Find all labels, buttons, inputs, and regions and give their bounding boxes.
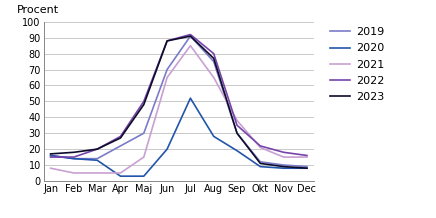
2019 (258, 160, 263, 163)
2020 (141, 175, 146, 177)
2022 (95, 148, 100, 150)
2022 (141, 100, 146, 103)
Text: Procent: Procent (17, 5, 59, 15)
2023 (71, 151, 76, 154)
2023 (281, 165, 286, 168)
2022 (304, 154, 310, 157)
2022 (211, 52, 216, 55)
2023 (304, 167, 310, 170)
2021 (281, 156, 286, 158)
2019 (211, 60, 216, 63)
2022 (71, 156, 76, 158)
2021 (141, 156, 146, 158)
2023 (48, 153, 53, 155)
2021 (304, 156, 310, 158)
2019 (188, 35, 193, 37)
2019 (164, 68, 170, 71)
2020 (235, 149, 240, 152)
2022 (281, 151, 286, 154)
Line: 2022: 2022 (51, 34, 307, 157)
2023 (188, 35, 193, 37)
2022 (258, 145, 263, 147)
2020 (211, 135, 216, 138)
2023 (95, 148, 100, 150)
2020 (118, 175, 123, 177)
2021 (48, 167, 53, 170)
Line: 2021: 2021 (51, 46, 307, 173)
2022 (48, 156, 53, 158)
2019 (48, 154, 53, 157)
2021 (164, 76, 170, 79)
2022 (118, 135, 123, 138)
2020 (164, 148, 170, 150)
2022 (235, 124, 240, 126)
Line: 2020: 2020 (51, 98, 307, 176)
2019 (304, 165, 310, 168)
2021 (258, 146, 263, 149)
2020 (95, 159, 100, 162)
2022 (188, 33, 193, 36)
2020 (71, 157, 76, 160)
2021 (235, 119, 240, 122)
2019 (235, 132, 240, 135)
2023 (258, 162, 263, 165)
2021 (211, 76, 216, 79)
2019 (141, 132, 146, 135)
2020 (304, 167, 310, 170)
2020 (258, 165, 263, 168)
2019 (118, 145, 123, 147)
Legend: 2019, 2020, 2021, 2022, 2023: 2019, 2020, 2021, 2022, 2023 (330, 27, 384, 102)
Line: 2019: 2019 (51, 36, 307, 167)
Line: 2023: 2023 (51, 36, 307, 168)
2019 (71, 157, 76, 160)
2020 (188, 97, 193, 99)
2023 (211, 57, 216, 60)
2021 (95, 172, 100, 174)
2022 (164, 40, 170, 42)
2023 (141, 103, 146, 106)
2023 (118, 137, 123, 139)
2020 (281, 167, 286, 170)
2021 (71, 172, 76, 174)
2023 (235, 132, 240, 135)
2019 (95, 157, 100, 160)
2020 (48, 154, 53, 157)
2023 (164, 40, 170, 42)
2021 (118, 172, 123, 174)
2019 (281, 164, 286, 166)
2021 (188, 44, 193, 47)
